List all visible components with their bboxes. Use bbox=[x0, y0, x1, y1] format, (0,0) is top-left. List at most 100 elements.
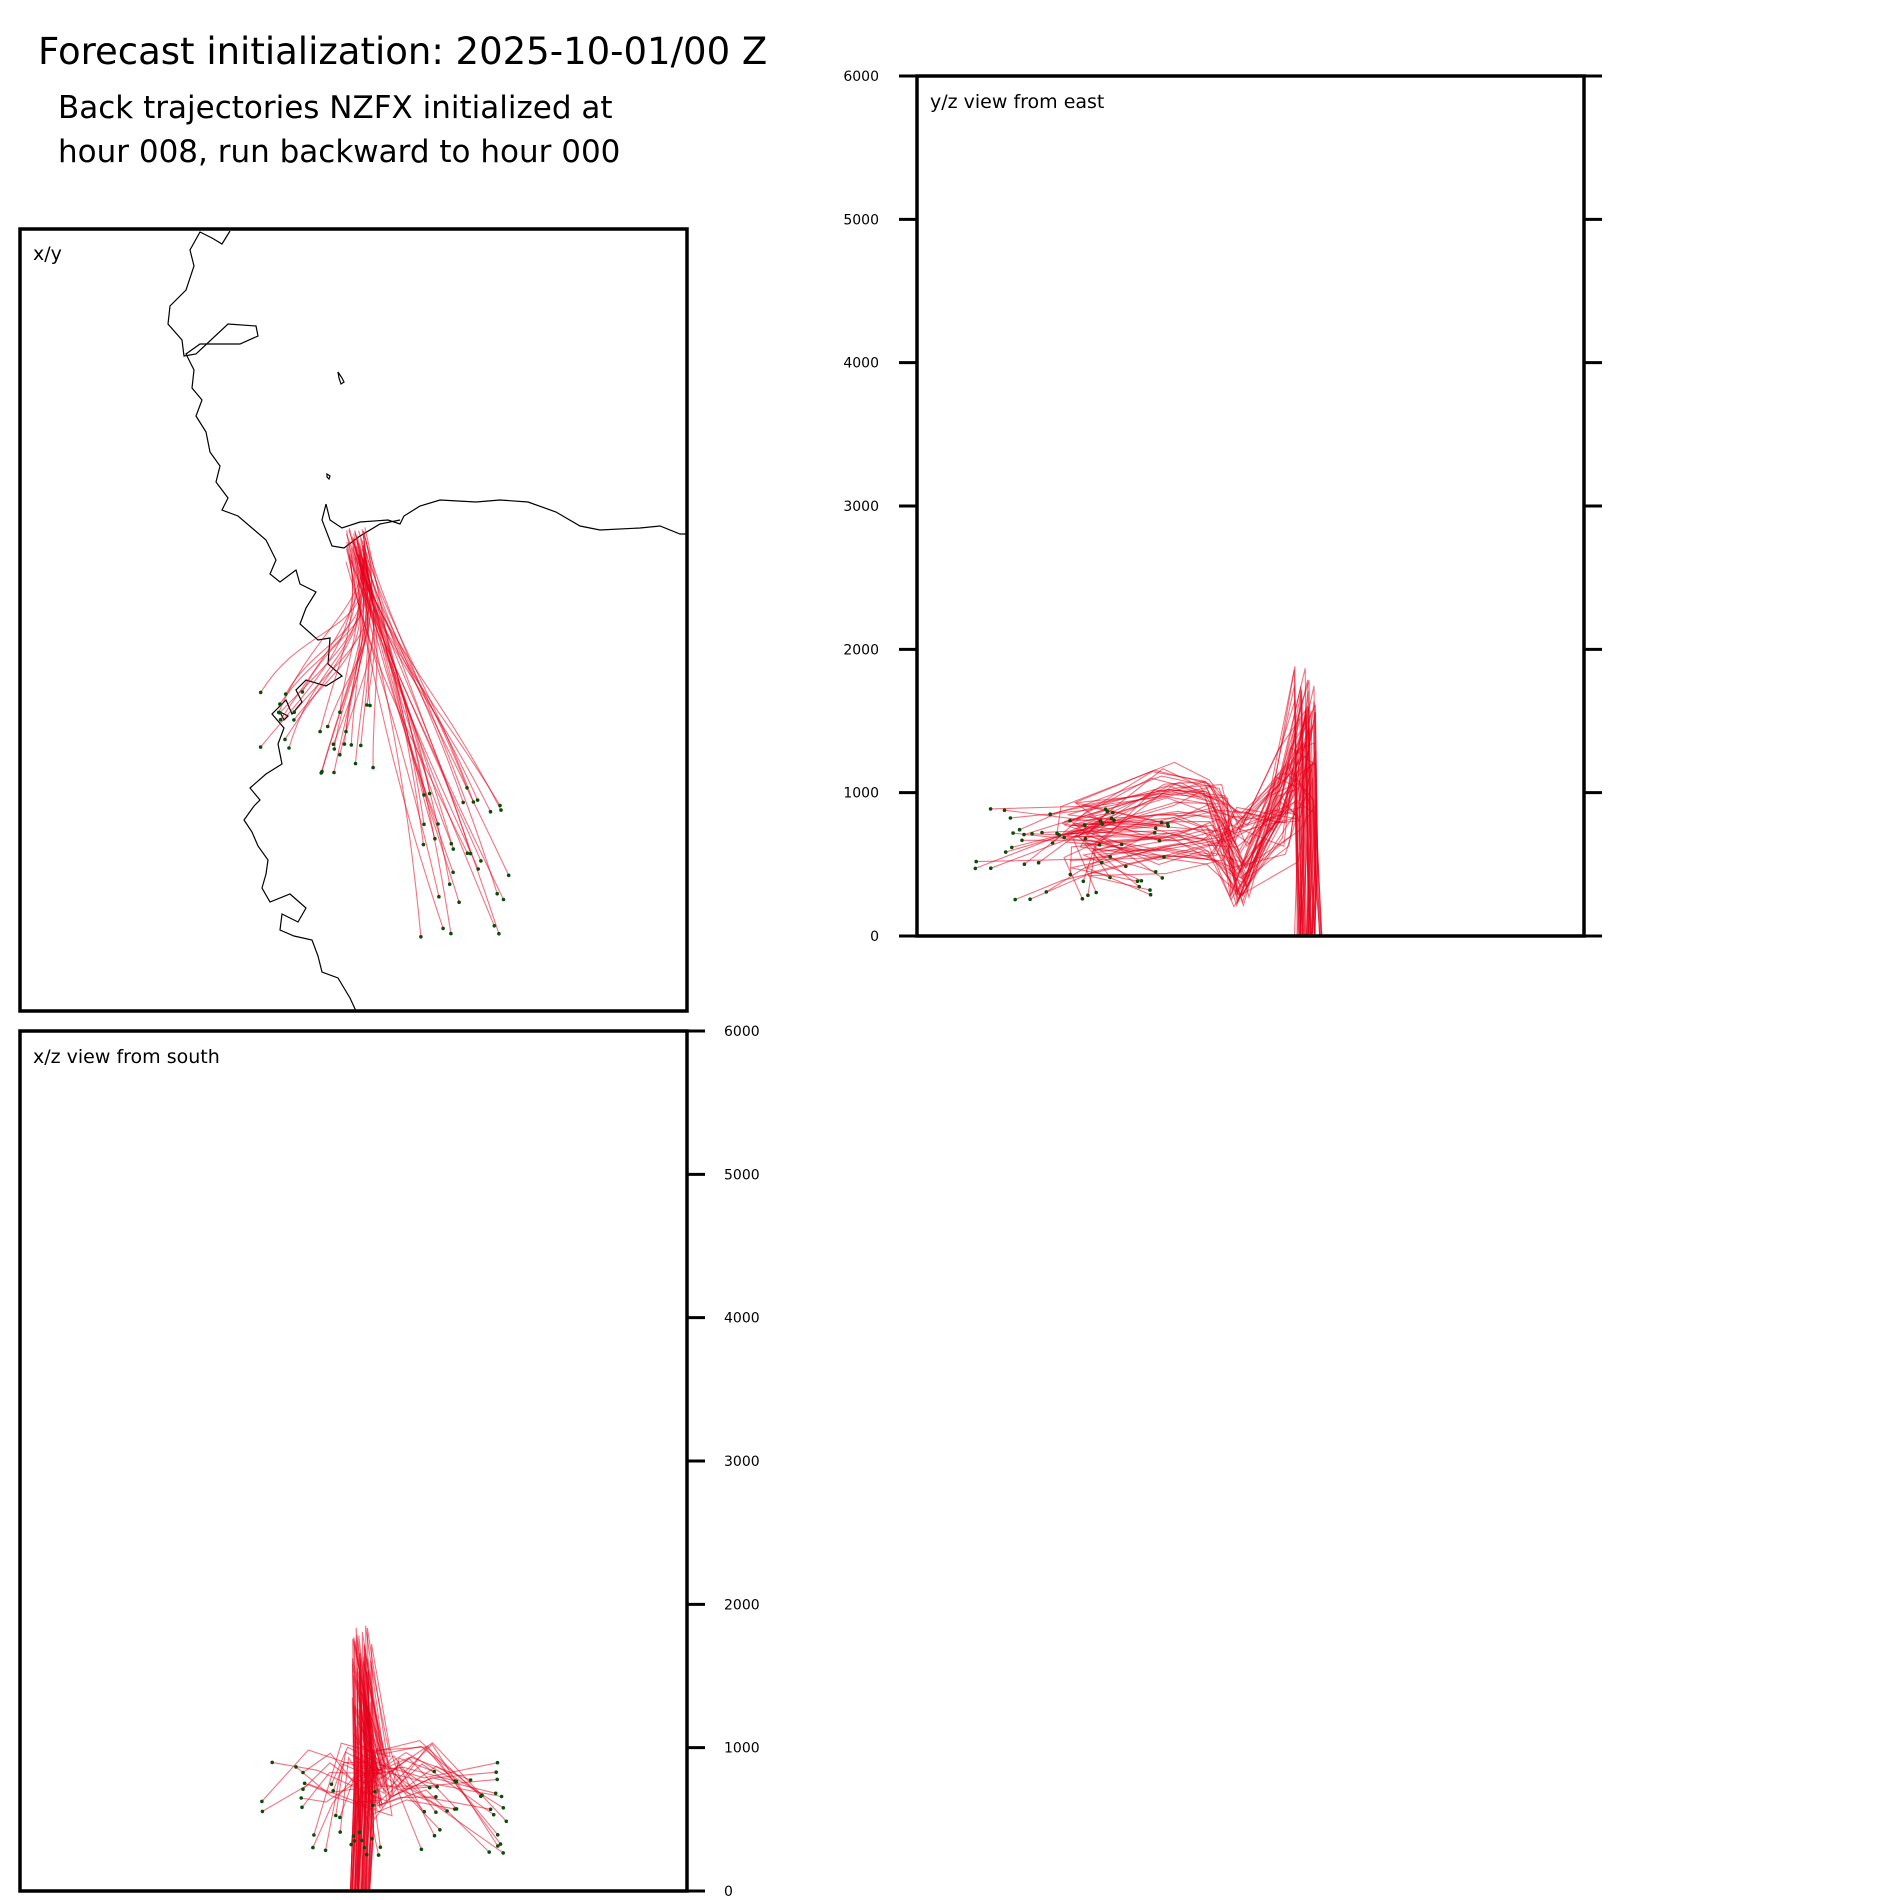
trajectory-endpoint bbox=[497, 931, 501, 936]
trajectory-line bbox=[359, 553, 491, 812]
trajectory-line bbox=[1063, 762, 1314, 936]
trajectory-endpoint bbox=[492, 924, 497, 928]
trajectory-endpoint bbox=[1108, 875, 1112, 880]
trajectory-line bbox=[357, 553, 501, 806]
coastline-east bbox=[325, 499, 687, 535]
trajectory-endpoint bbox=[357, 1830, 362, 1834]
trajectory-endpoint bbox=[1137, 884, 1141, 889]
trajectory-endpoint bbox=[498, 1842, 503, 1846]
figure-title: Forecast initialization: 2025-10-01/00 Z bbox=[38, 30, 768, 73]
trajectory-endpoint bbox=[320, 769, 324, 774]
trajectory-endpoint bbox=[1119, 842, 1124, 847]
trajectory-endpoint bbox=[419, 1847, 424, 1852]
trajectory-endpoint bbox=[278, 717, 283, 722]
coastline bbox=[167, 230, 357, 1011]
trajectory-endpoint bbox=[278, 702, 282, 706]
trajectory-endpoint bbox=[494, 1770, 499, 1774]
trajectory-endpoint bbox=[302, 1781, 307, 1786]
tick-label: 1000 bbox=[724, 1741, 760, 1757]
trajectory-endpoint bbox=[1082, 823, 1087, 827]
trajectory-endpoint bbox=[453, 1779, 458, 1783]
trajectory-endpoint bbox=[371, 765, 375, 770]
figure-subtitle-line1: Back trajectories NZFX initialized at bbox=[58, 90, 613, 126]
trajectory-endpoint bbox=[465, 786, 469, 790]
trajectory-endpoint bbox=[338, 1830, 343, 1834]
trajectory-endpoint bbox=[301, 1787, 305, 1791]
xy-endpoint-group bbox=[258, 690, 511, 939]
xz-endpoint-group bbox=[260, 1760, 509, 1857]
yz-axis-ticks: 0 1000 2000 3000 4000 5000 6000 bbox=[843, 69, 1602, 945]
trajectory-line bbox=[1073, 742, 1317, 936]
trajectory-endpoint bbox=[1112, 818, 1116, 823]
trajectory-endpoint bbox=[434, 1810, 438, 1814]
coastline-inlet bbox=[321, 503, 401, 549]
trajectory-endpoint bbox=[437, 894, 441, 899]
yz-endpoint-group bbox=[973, 807, 1170, 902]
trajectory-endpoint bbox=[501, 1851, 506, 1855]
trajectory-endpoint bbox=[504, 1819, 509, 1824]
trajectory-endpoint bbox=[471, 800, 476, 804]
trajectory-endpoint bbox=[1022, 862, 1027, 866]
trajectory-endpoint bbox=[1013, 897, 1017, 902]
trajectory-endpoint bbox=[1086, 893, 1090, 898]
trajectory-endpoint bbox=[1022, 832, 1026, 837]
trajectory-endpoint bbox=[1011, 831, 1015, 835]
trajectory-endpoint bbox=[487, 1850, 492, 1854]
trajectory-endpoint bbox=[499, 808, 503, 812]
trajectory-endpoint bbox=[278, 710, 282, 715]
trajectory-line bbox=[350, 1732, 437, 1891]
trajectory-endpoint bbox=[351, 1834, 356, 1838]
trajectory-endpoint bbox=[988, 807, 993, 811]
trajectory-endpoint bbox=[445, 1809, 449, 1813]
trajectory-endpoint bbox=[1068, 818, 1072, 823]
trajectory-endpoint bbox=[427, 791, 432, 796]
trajectory-line bbox=[364, 1628, 497, 1891]
xz-axis-ticks: 0 1000 2000 3000 4000 5000 6000 bbox=[687, 1024, 760, 1900]
tick-label: 2000 bbox=[724, 1597, 760, 1613]
trajectory-endpoint bbox=[1152, 831, 1157, 835]
trajectory-endpoint bbox=[436, 822, 440, 826]
trajectory-endpoint bbox=[434, 1795, 438, 1799]
trajectory-endpoint bbox=[258, 690, 263, 695]
trajectory-endpoint bbox=[368, 703, 372, 708]
panel-xy-map: x/y bbox=[18, 227, 689, 1013]
trajectory-endpoint bbox=[495, 1760, 500, 1765]
trajectory-line bbox=[1069, 766, 1303, 936]
trajectory-endpoint bbox=[989, 866, 993, 870]
trajectory-endpoint bbox=[1153, 870, 1158, 874]
trajectory-endpoint bbox=[1109, 816, 1114, 821]
trajectory-endpoint bbox=[1048, 812, 1052, 816]
trajectory-endpoint bbox=[1094, 890, 1098, 895]
trajectory-endpoint bbox=[329, 1782, 334, 1786]
trajectory-endpoint bbox=[301, 1770, 305, 1775]
trajectory-endpoint bbox=[1124, 864, 1128, 869]
trajectory-endpoint bbox=[283, 737, 287, 742]
trajectory-endpoint bbox=[974, 859, 978, 864]
trajectory-line bbox=[1087, 724, 1302, 936]
trajectory-endpoint bbox=[1100, 860, 1104, 865]
trajectory-endpoint bbox=[312, 1833, 316, 1837]
trajectory-endpoint bbox=[451, 870, 455, 875]
panel-xy-frame bbox=[18, 227, 689, 1013]
trajectory-endpoint bbox=[362, 1845, 367, 1850]
trajectory-endpoint bbox=[299, 1796, 304, 1800]
trajectory-endpoint bbox=[501, 1806, 506, 1810]
tick-label: 3000 bbox=[724, 1454, 760, 1470]
trajectory-endpoint bbox=[488, 809, 493, 814]
trajectory-endpoint bbox=[318, 729, 322, 734]
trajectory-endpoint bbox=[422, 1809, 427, 1814]
trajectory-endpoint bbox=[1080, 897, 1085, 901]
trajectory-line bbox=[1077, 762, 1314, 936]
trajectory-line bbox=[313, 1660, 391, 1891]
trajectory-line bbox=[1056, 761, 1321, 936]
trajectory-line bbox=[1004, 757, 1307, 936]
trajectory-endpoint bbox=[373, 1789, 377, 1794]
trajectory-line bbox=[348, 555, 504, 900]
panel-xz-view: x/z view from south 0 1000 2000 3000 4000 500… bbox=[18, 1024, 760, 1900]
trajectory-endpoint bbox=[360, 1838, 364, 1843]
trajectory-endpoint bbox=[1105, 809, 1110, 814]
trajectory-line bbox=[295, 1658, 393, 1891]
trajectory-endpoint bbox=[1040, 830, 1044, 835]
trajectory-endpoint bbox=[1148, 892, 1153, 897]
trajectory-endpoint bbox=[300, 690, 305, 694]
